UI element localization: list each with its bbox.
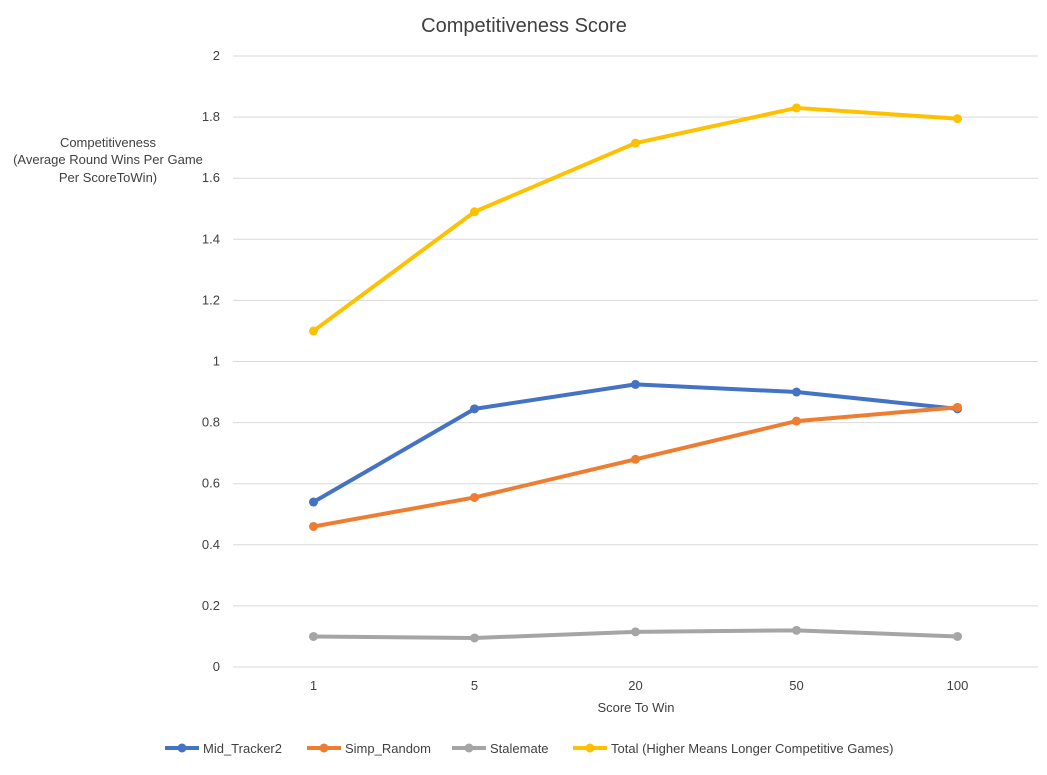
legend-label: Total (Higher Means Longer Competitive G…: [611, 741, 894, 756]
y-tick-label: 1.2: [202, 292, 220, 307]
legend-item: Total (Higher Means Longer Competitive G…: [573, 741, 894, 756]
gridlines: [233, 55, 1038, 668]
data-point: [792, 416, 801, 426]
data-point: [470, 404, 479, 414]
legend-swatch-marker: [464, 743, 474, 753]
y-axis-ticks: 0 0.2 0.4 0.6 0.8 1 1.2 1.4 1.6 1.8 2: [202, 48, 220, 674]
x-axis-ticks: 1 5 20 50 100: [310, 678, 968, 693]
y-tick-label: 1.4: [202, 231, 220, 246]
legend-swatch-marker: [319, 743, 329, 753]
series-line: [311, 405, 960, 529]
legend-item: Simp_Random: [307, 741, 431, 756]
y-axis-label-line-1: Competitiveness: [60, 135, 157, 150]
data-point: [631, 138, 640, 148]
y-tick-label: 0.2: [202, 598, 220, 613]
series-mid-tracker2: [309, 379, 962, 507]
y-axis-label-line-3: Per ScoreToWin): [59, 170, 157, 185]
y-tick-label: 1.6: [202, 170, 220, 185]
x-tick-label: 100: [947, 678, 969, 693]
data-point: [470, 492, 479, 502]
y-axis-label-line-2: (Average Round Wins Per Game: [13, 152, 203, 167]
y-tick-label: 0.4: [202, 537, 220, 552]
data-point: [309, 497, 318, 507]
data-point: [792, 625, 801, 635]
x-tick-label: 5: [471, 678, 478, 693]
data-point: [631, 379, 640, 389]
y-axis-label: Competitiveness (Average Round Wins Per …: [13, 135, 203, 185]
data-point: [631, 454, 640, 464]
data-point: [470, 207, 479, 217]
data-point: [309, 631, 318, 641]
y-tick-label: 2: [213, 48, 220, 63]
y-tick-label: 0.8: [202, 415, 220, 430]
y-tick-label: 1.8: [202, 109, 220, 124]
data-point: [953, 402, 962, 412]
y-tick-label: 0: [213, 659, 220, 674]
data-point: [309, 521, 318, 531]
legend-item: Stalemate: [452, 741, 549, 756]
data-point: [792, 387, 801, 397]
series-total-higher-means-longer-competitive-games: [309, 103, 962, 336]
series-line: [311, 382, 960, 505]
data-point: [470, 633, 479, 643]
legend-swatch-marker: [585, 743, 595, 753]
x-axis-label: Score To Win: [597, 700, 674, 715]
series-simp-random: [309, 402, 962, 531]
data-point: [309, 326, 318, 336]
data-point: [792, 103, 801, 113]
y-tick-label: 0.6: [202, 476, 220, 491]
legend: Mid_Tracker2 Simp_Random Stalemate Total (H…: [165, 741, 894, 756]
x-tick-label: 20: [628, 678, 642, 693]
x-tick-label: 1: [310, 678, 317, 693]
x-tick-label: 50: [789, 678, 803, 693]
y-tick-label: 1: [213, 354, 220, 369]
legend-swatch-marker: [177, 743, 187, 753]
legend-item: Mid_Tracker2: [165, 741, 282, 756]
legend-label: Mid_Tracker2: [203, 741, 282, 756]
chart-title: Competitiveness Score: [421, 15, 627, 37]
data-point: [953, 114, 962, 124]
series-stalemate: [309, 625, 962, 643]
data-point: [953, 631, 962, 641]
legend-label: Stalemate: [490, 741, 549, 756]
data-point: [631, 627, 640, 637]
legend-label: Simp_Random: [345, 741, 431, 756]
series-lines: [309, 103, 962, 643]
